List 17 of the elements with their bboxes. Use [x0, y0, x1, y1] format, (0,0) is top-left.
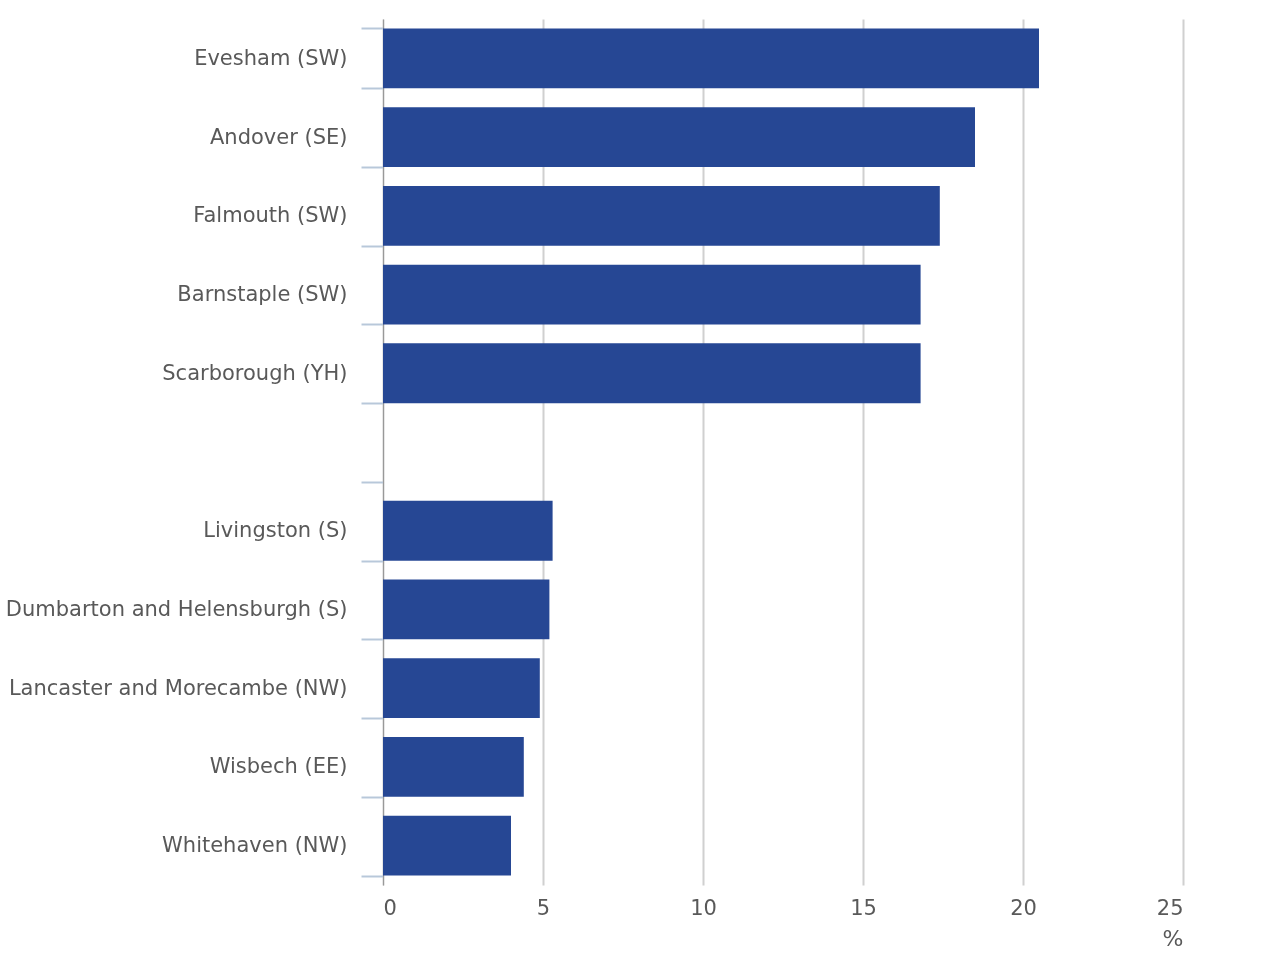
y-tick-label: Lancaster and Morecambe (NW) — [8, 675, 348, 700]
y-tick-label: Andover (SE) — [210, 124, 348, 149]
y-tick-label: Dumbarton and Helensburgh (S) — [5, 596, 348, 621]
x-tick-label: 15 — [850, 895, 877, 920]
y-tick-label: Whitehaven (NW) — [162, 833, 348, 858]
y-tick-label: Evesham (SW) — [194, 45, 348, 70]
x-tick-label: 5 — [536, 895, 551, 920]
y-tick-label: Falmouth (SW) — [193, 203, 348, 228]
x-tick-label: 20 — [1010, 895, 1037, 920]
x-tick-label: 25 — [1156, 895, 1184, 920]
x-tick-label: 10 — [690, 895, 717, 920]
y-tick-label: Wisbech (EE) — [209, 754, 348, 779]
y-tick-label: Barnstaple (SW) — [177, 282, 348, 307]
x-tick-label: 0 — [383, 895, 397, 920]
x-axis-title: % — [1162, 925, 1184, 951]
y-tick-label: Scarborough (YH) — [162, 360, 348, 385]
y-tick-label: Livingston (S) — [203, 518, 348, 543]
